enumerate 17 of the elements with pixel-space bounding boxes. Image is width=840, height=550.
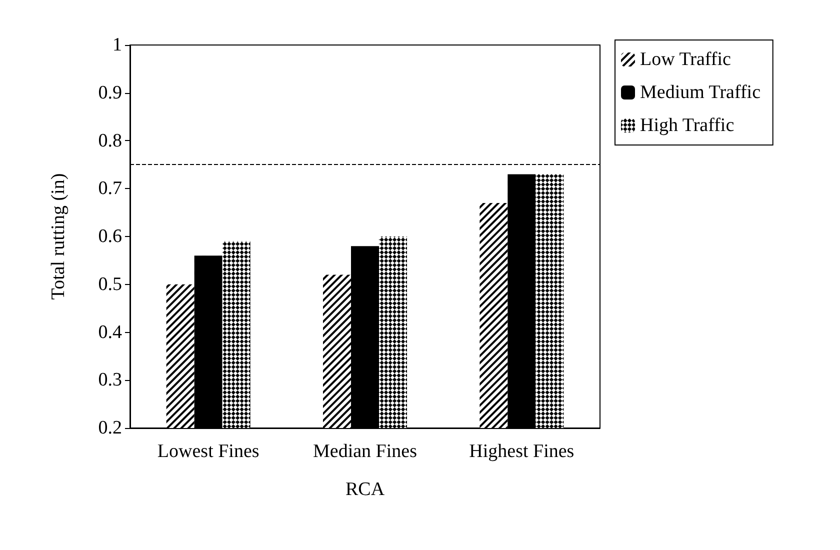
x-tick-label: Highest Fines [469, 441, 574, 462]
x-tick-label: Median Fines [313, 441, 417, 462]
y-tick-label: 0.2 [98, 418, 122, 438]
y-tick-label: 0.4 [98, 322, 122, 343]
y-tick-label: 0.6 [98, 226, 122, 247]
legend-label: High Traffic [640, 115, 734, 136]
x-tick-label: Lowest Fines [157, 441, 260, 462]
y-tick-label: 0.9 [98, 82, 122, 104]
y-axis-title: Total rutting (in) [48, 173, 69, 300]
x-axis-title: RCA [345, 479, 385, 500]
y-tick-label: 0.5 [98, 274, 122, 295]
legend-label: Medium Traffic [640, 82, 761, 103]
y-tick-label: 0.8 [98, 130, 122, 152]
legend-label: Low Traffic [640, 49, 731, 70]
y-tick-label: 1 [112, 34, 122, 56]
y-tick-label: 0.3 [98, 370, 122, 391]
y-tick-label: 0.7 [98, 178, 122, 200]
